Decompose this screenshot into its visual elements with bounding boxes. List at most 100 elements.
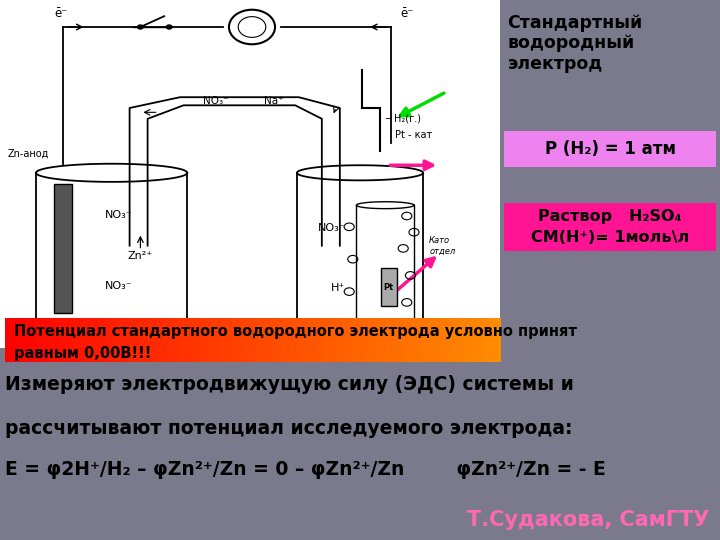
Bar xyxy=(494,318,498,362)
Circle shape xyxy=(229,10,275,44)
Text: Е = φ2Н⁺/Н₂ – φZn²⁺/Zn = 0 – φZn²⁺/Zn        φZn²⁺/Zn = - Е: Е = φ2Н⁺/Н₂ – φZn²⁺/Zn = 0 – φZn²⁺/Zn φZ… xyxy=(5,460,606,479)
Bar xyxy=(434,318,438,362)
Bar xyxy=(22,318,26,362)
Bar xyxy=(276,318,280,362)
Bar xyxy=(226,318,230,362)
Bar xyxy=(322,318,326,362)
Bar xyxy=(200,318,204,362)
Text: ─ H₂(г.): ─ H₂(г.) xyxy=(385,114,421,124)
Text: NO₃⁻: NO₃⁻ xyxy=(318,223,345,233)
Bar xyxy=(84,318,89,362)
Bar xyxy=(107,318,112,362)
Bar xyxy=(230,318,233,362)
Bar xyxy=(157,318,161,362)
Bar xyxy=(223,318,227,362)
Bar xyxy=(444,318,449,362)
Text: NO₃⁻: NO₃⁻ xyxy=(203,96,229,106)
Bar xyxy=(9,318,12,362)
Bar xyxy=(451,318,455,362)
Bar xyxy=(12,318,16,362)
Bar xyxy=(454,318,458,362)
Bar xyxy=(233,318,237,362)
Bar xyxy=(395,318,399,362)
Bar xyxy=(372,318,376,362)
Bar xyxy=(305,318,310,362)
Bar xyxy=(273,318,276,362)
Bar xyxy=(302,318,306,362)
Bar xyxy=(140,318,145,362)
Bar xyxy=(190,318,194,362)
Bar xyxy=(111,318,114,362)
Bar xyxy=(197,318,201,362)
Text: Na⁺: Na⁺ xyxy=(264,96,284,106)
Bar xyxy=(246,318,250,362)
Bar xyxy=(101,318,105,362)
Bar xyxy=(180,318,184,362)
Bar xyxy=(65,318,68,362)
Bar xyxy=(32,318,35,362)
Bar xyxy=(487,318,491,362)
Bar xyxy=(130,318,135,362)
Bar xyxy=(25,318,29,362)
Bar xyxy=(425,318,428,362)
Bar xyxy=(289,318,293,362)
Bar xyxy=(384,318,389,362)
Text: ē⁻: ē⁻ xyxy=(55,7,68,21)
Bar xyxy=(91,318,95,362)
Bar xyxy=(292,318,297,362)
Bar xyxy=(114,318,118,362)
Bar xyxy=(490,318,495,362)
Bar xyxy=(15,318,19,362)
Text: Раствор   H₂SO₄
СМ(Н⁺)= 1моль\л: Раствор H₂SO₄ СМ(Н⁺)= 1моль\л xyxy=(531,209,689,245)
Bar xyxy=(177,318,181,362)
Bar xyxy=(266,318,270,362)
Bar xyxy=(381,268,397,306)
Bar xyxy=(457,318,462,362)
Bar xyxy=(249,318,253,362)
Bar xyxy=(35,318,39,362)
Bar xyxy=(127,318,131,362)
Text: Стандартный
водородный
электрод: Стандартный водородный электрод xyxy=(508,14,643,73)
Bar xyxy=(345,318,349,362)
Bar xyxy=(438,318,441,362)
Bar xyxy=(421,318,426,362)
Bar xyxy=(477,318,481,362)
Bar xyxy=(144,318,148,362)
Bar xyxy=(150,318,154,362)
Bar xyxy=(94,318,98,362)
Bar xyxy=(97,318,102,362)
Bar xyxy=(328,318,333,362)
Bar xyxy=(319,318,323,362)
Bar xyxy=(259,318,264,362)
Bar xyxy=(124,318,128,362)
Bar xyxy=(405,318,409,362)
Bar xyxy=(58,318,62,362)
Bar xyxy=(296,318,300,362)
Text: Pt: Pt xyxy=(384,283,394,292)
Bar xyxy=(217,318,220,362)
Bar xyxy=(336,318,339,362)
Bar xyxy=(369,318,372,362)
Bar xyxy=(104,318,108,362)
Bar xyxy=(167,318,171,362)
Bar xyxy=(71,318,75,362)
Bar xyxy=(256,318,260,362)
Text: Като
отдел: Като отдел xyxy=(429,236,455,255)
Bar xyxy=(388,318,392,362)
Bar xyxy=(240,318,243,362)
Text: Т.Судакова, СамГТУ: Т.Судакова, СамГТУ xyxy=(467,510,709,530)
Text: NO₃⁻: NO₃⁻ xyxy=(105,210,132,220)
Bar xyxy=(78,318,81,362)
Bar xyxy=(312,318,316,362)
Bar xyxy=(441,318,445,362)
Bar xyxy=(392,318,395,362)
Text: NO₃⁻: NO₃⁻ xyxy=(105,281,132,292)
Bar xyxy=(325,318,329,362)
Bar xyxy=(497,318,501,362)
Bar xyxy=(332,318,336,362)
Bar xyxy=(55,318,58,362)
Bar xyxy=(282,318,287,362)
Bar xyxy=(315,318,320,362)
Bar xyxy=(174,318,178,362)
Bar xyxy=(448,318,451,362)
